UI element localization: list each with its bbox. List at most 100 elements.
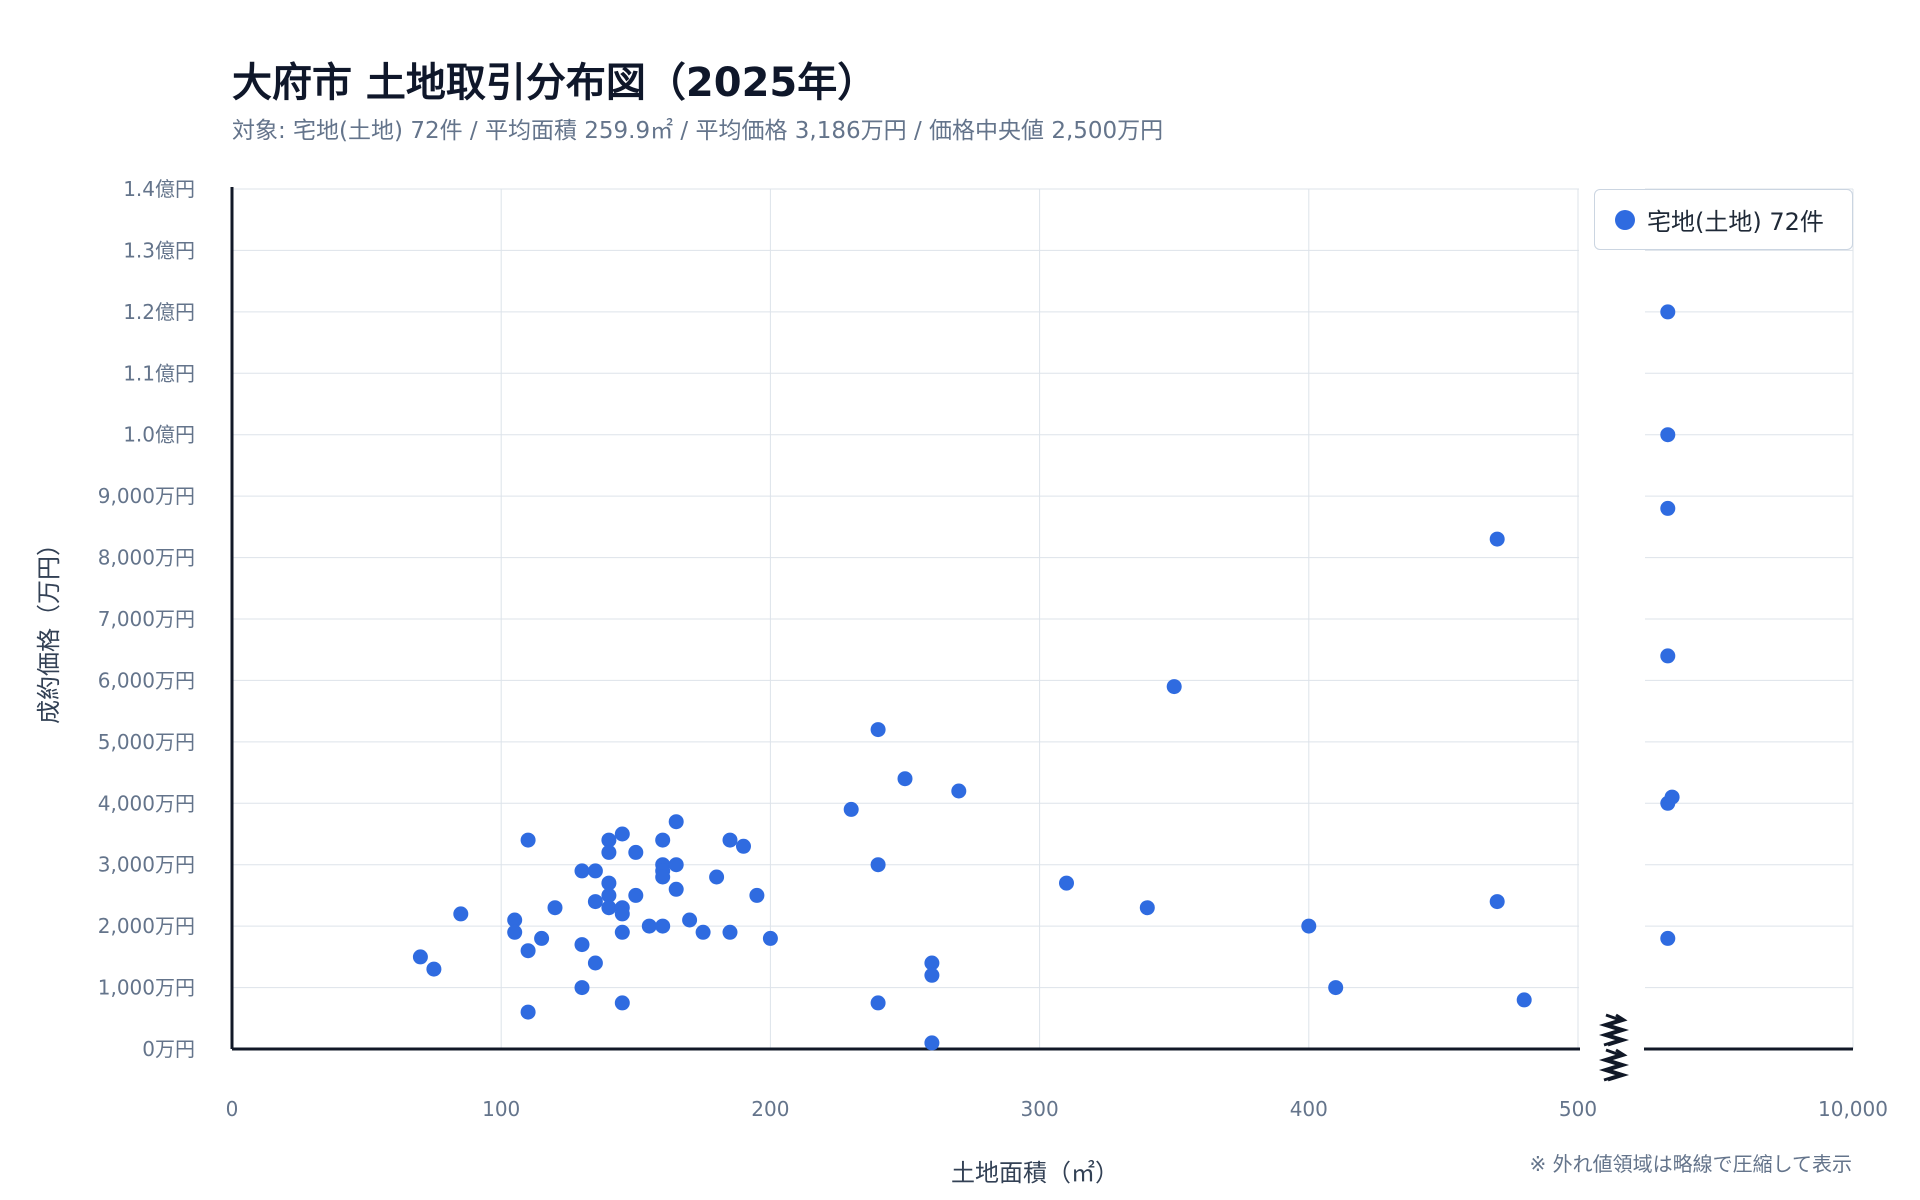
data-point (1328, 980, 1344, 996)
data-point (1660, 648, 1676, 664)
data-point (709, 869, 725, 885)
data-point (534, 930, 550, 946)
x-tick-label: 100 (482, 1097, 520, 1121)
data-point (587, 894, 603, 910)
data-point (601, 832, 617, 848)
data-point (1489, 531, 1505, 547)
data-point (587, 955, 603, 971)
y-tick-label: 3,000万円 (98, 853, 195, 877)
break-squiggle-right (1602, 1013, 1630, 1047)
data-point (668, 881, 684, 897)
data-point (722, 924, 738, 940)
y-tick-label: 1.3億円 (123, 238, 195, 262)
data-point (695, 924, 711, 940)
chart-title: 大府市 土地取引分布図（2025年） (232, 60, 878, 106)
data-point (641, 918, 657, 934)
data-point (897, 771, 913, 787)
axis-break-gap (1579, 188, 1645, 1050)
data-point (426, 961, 442, 977)
data-point (547, 900, 563, 916)
data-point (668, 857, 684, 873)
data-point (574, 937, 590, 953)
data-point (1059, 875, 1074, 891)
data-point (682, 912, 698, 928)
data-point (1301, 918, 1317, 934)
data-point (1660, 500, 1676, 516)
data-point (1139, 900, 1155, 916)
x-tick-label: 400 (1290, 1097, 1328, 1121)
data-point (870, 857, 886, 873)
data-point (722, 832, 738, 848)
data-point (655, 918, 671, 934)
data-point (1166, 679, 1182, 695)
data-point (655, 832, 671, 848)
data-point (1660, 930, 1676, 946)
data-point (762, 930, 778, 946)
data-point (749, 887, 765, 903)
data-point (601, 887, 617, 903)
data-point (601, 844, 617, 860)
outlier-note: ※ 外れ値領域は略線で圧縮して表示 (1529, 1152, 1852, 1176)
data-point (507, 924, 523, 940)
data-point (614, 924, 630, 940)
data-point (1489, 894, 1505, 910)
data-point (870, 722, 886, 738)
y-tick-label: 7,000万円 (98, 607, 195, 631)
x-tick-label: 500 (1559, 1097, 1597, 1121)
x-tick-label: 200 (751, 1097, 789, 1121)
data-point (668, 814, 684, 830)
data-point (520, 943, 536, 959)
data-point (628, 887, 644, 903)
data-point (453, 906, 469, 922)
y-tick-label: 1.0億円 (123, 423, 195, 447)
data-point (601, 900, 617, 916)
data-point (614, 826, 630, 842)
legend-marker (1615, 209, 1635, 230)
y-tick-label: 9,000万円 (98, 484, 195, 508)
y-axis-label: 成約価格（万円） (35, 532, 63, 724)
chart-subtitle: 対象: 宅地(土地) 72件 / 平均面積 259.9㎡ / 平均価格 3,18… (232, 118, 1164, 144)
y-tick-label: 1,000万円 (98, 976, 195, 1000)
data-point (1660, 304, 1676, 320)
axes (230, 187, 1853, 1082)
x-tick-label: 10,000 (1818, 1097, 1888, 1121)
data-point (520, 832, 536, 848)
data-point (628, 844, 644, 860)
x-tick-label: 300 (1021, 1097, 1059, 1121)
data-point (870, 995, 886, 1011)
legend-label: 宅地(土地) 72件 (1647, 208, 1824, 236)
data-point (1660, 427, 1676, 443)
data-point (614, 995, 630, 1011)
y-tick-label: 1.1億円 (123, 361, 195, 385)
y-tick-label: 5,000万円 (98, 730, 195, 754)
y-tick-label: 1.4億円 (123, 177, 195, 201)
x-axis-label: 土地面積（㎡） (951, 1159, 1119, 1187)
data-point (951, 783, 967, 799)
data-point (736, 838, 751, 854)
legend: 宅地(土地) 72件 (1594, 189, 1853, 250)
break-squiggle-right-lower (1602, 1048, 1630, 1082)
x-tick-labels: 0 100 200 300 400 500 10,000 (226, 1097, 1888, 1121)
y-tick-label: 4,000万円 (98, 791, 195, 815)
data-points (412, 304, 1680, 1051)
data-point (574, 980, 590, 996)
data-point (924, 955, 940, 971)
y-tick-labels: 0万円 1,000万円 2,000万円 3,000万円 4,000万円 5,000万円 6,… (98, 177, 195, 1061)
y-tick-label: 2,000万円 (98, 914, 195, 938)
data-point (507, 912, 523, 928)
y-tick-label: 8,000万円 (98, 546, 195, 570)
data-point (655, 869, 671, 885)
data-point (587, 863, 603, 879)
data-point (601, 875, 617, 891)
x-tick-label: 0 (226, 1097, 239, 1121)
data-point (574, 863, 590, 879)
y-tick-label: 0万円 (142, 1037, 195, 1061)
y-tick-label: 1.2億円 (123, 300, 195, 324)
axis-break-marker (1579, 188, 1645, 1050)
y-tick-label: 6,000万円 (98, 668, 195, 692)
data-point (924, 967, 940, 983)
data-point (1516, 992, 1532, 1008)
x-axis-break-cut (1580, 1043, 1644, 1055)
data-point (412, 949, 428, 965)
